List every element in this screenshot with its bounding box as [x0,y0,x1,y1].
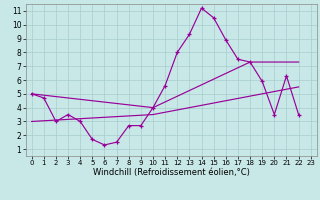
X-axis label: Windchill (Refroidissement éolien,°C): Windchill (Refroidissement éolien,°C) [93,168,250,177]
